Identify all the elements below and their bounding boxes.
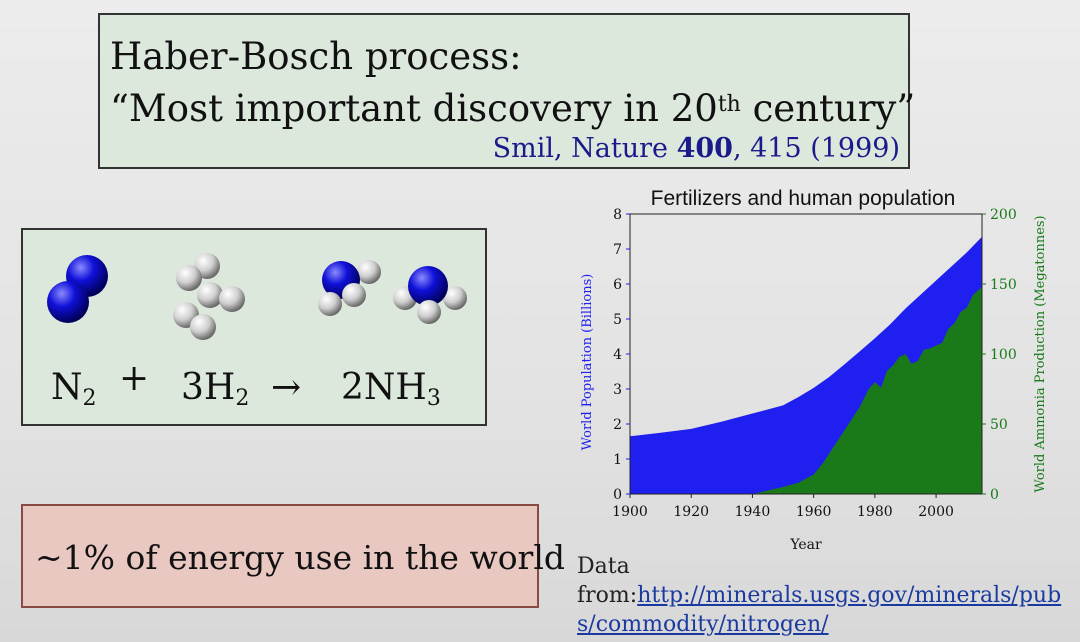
data-source-from: from: [577, 583, 638, 608]
data-source-label: Data [577, 554, 630, 579]
fertilizer-population-chart: Fertilizers and human population 1900 192… [580, 187, 1048, 553]
x-tick-label: 1960 [796, 504, 832, 520]
energy-box: ~1% of energy use in the world [21, 504, 565, 608]
product-nh3: 2NH3 [341, 367, 441, 411]
energy-statement: ~1% of energy use in the world [35, 538, 566, 577]
y-left-tick-label: 6 [613, 277, 622, 293]
title-box: Haber-Bosch process: “Most important dis… [98, 13, 915, 169]
title-line-1: Haber-Bosch process: [110, 35, 522, 78]
x-tick-label: 1900 [612, 504, 648, 520]
reaction-arrow: → [271, 367, 302, 408]
y-left-tick-label: 3 [613, 382, 622, 398]
x-tick-label: 1940 [735, 504, 771, 520]
nh3-molecule-icon-2 [393, 266, 467, 324]
y-left-tick-label: 1 [613, 452, 622, 468]
y-right-tick-label: 200 [990, 207, 1017, 223]
x-tick-label: 1980 [857, 504, 893, 520]
y-left-tick-label: 5 [613, 312, 622, 328]
y-left-tick-label: 4 [613, 347, 622, 363]
y-left-tick-label: 7 [613, 242, 622, 258]
n2-molecule-icon [47, 255, 108, 323]
data-source-link[interactable]: http://minerals.usgs.gov/minerals/pubs/c… [577, 583, 1062, 637]
reactant-n2: N2 [51, 367, 97, 411]
y-axis-label-left: World Population (Billions) [580, 274, 595, 451]
y-left-tick-label: 0 [613, 487, 622, 503]
y-left-tick-label: 2 [613, 417, 622, 433]
plus-sign: + [119, 358, 150, 399]
reaction-box: N2 + 3H2 → 2NH3 [21, 228, 487, 426]
y-right-tick-label: 0 [990, 487, 999, 503]
y-right-tick-label: 50 [990, 417, 1008, 433]
reactant-h2: 3H2 [181, 367, 250, 411]
chart-title: Fertilizers and human population [651, 187, 956, 210]
data-source: Data from:http://minerals.usgs.gov/miner… [577, 552, 1077, 639]
y-axis-label-right: World Ammonia Production (Megatonnes) [1033, 215, 1048, 492]
citation: Smil, Nature 400, 415 (1999) [492, 133, 900, 164]
y-right-tick-label: 100 [990, 347, 1017, 363]
molecule-illustration [47, 253, 467, 340]
y-left-tick-label: 8 [613, 207, 622, 223]
y-right-tick-label: 150 [990, 277, 1017, 293]
h2-molecules-icon [173, 253, 245, 340]
x-tick-label: 2000 [918, 504, 954, 520]
title-line-2: “Most important discovery in 20th centur… [110, 87, 916, 130]
nh3-molecule-icon [318, 260, 381, 316]
x-tick-label: 1920 [673, 504, 709, 520]
x-axis-label: Year [789, 537, 822, 553]
ammonia-area [630, 286, 982, 494]
